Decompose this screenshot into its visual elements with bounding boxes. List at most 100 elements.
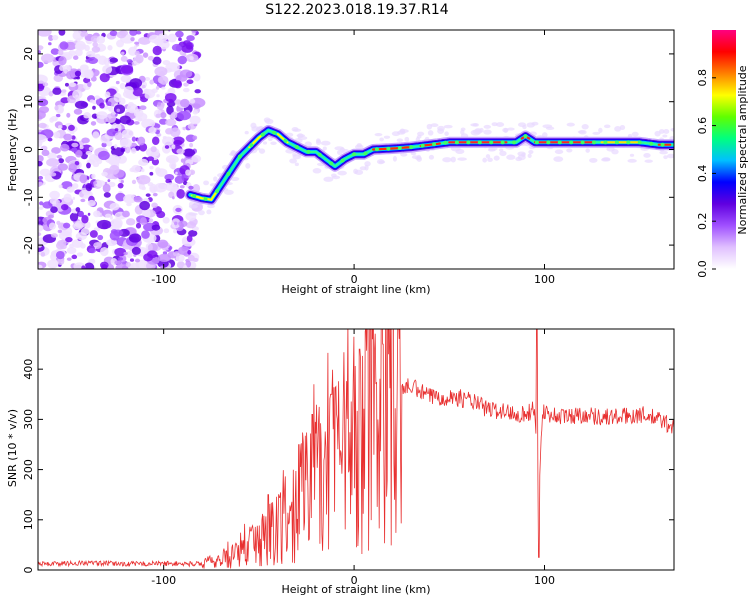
- ridge-dot: [272, 130, 277, 135]
- noise-blob: [138, 183, 146, 190]
- noise-blob: [93, 210, 101, 218]
- halo-blob: [602, 157, 611, 161]
- noise-blob: [61, 125, 67, 131]
- noise-blob: [123, 86, 134, 95]
- noise-blob: [188, 229, 198, 237]
- noise-blob: [118, 97, 126, 106]
- spectrogram-y-axis-label: Frequency (Hz): [6, 109, 19, 192]
- noise-blob: [59, 41, 69, 50]
- halo-blob: [428, 154, 435, 160]
- halo-blob: [267, 136, 273, 142]
- noise-blob: [148, 218, 154, 223]
- noise-blob: [169, 161, 177, 169]
- halo-blob: [442, 157, 452, 163]
- ridge-dot: [603, 140, 608, 145]
- noise-blob: [107, 179, 111, 183]
- noise-blob: [164, 182, 178, 192]
- noise-blob: [38, 83, 45, 92]
- noise-blob: [93, 227, 101, 232]
- noise-blob: [186, 235, 193, 243]
- noise-blob: [141, 230, 150, 239]
- halo-blob: [188, 212, 198, 216]
- noise-blob: [105, 113, 117, 123]
- spectrogram-y-tick-label: 0: [22, 146, 35, 153]
- halo-blob: [662, 134, 668, 138]
- snr-x-tick-label: -100: [151, 574, 176, 587]
- halo-blob: [376, 159, 385, 165]
- halo-blob: [522, 124, 527, 130]
- noise-blob: [177, 110, 191, 121]
- noise-blob: [172, 196, 175, 200]
- ridge-dot: [637, 140, 642, 145]
- noise-blob: [125, 218, 136, 226]
- noise-blob: [85, 150, 93, 156]
- halo-blob: [450, 156, 456, 163]
- noise-blob: [38, 232, 42, 237]
- noise-blob: [38, 155, 44, 163]
- ridge-dot: [306, 149, 311, 154]
- noise-blob: [72, 196, 76, 200]
- spectrogram-y-tick-label: 20: [22, 47, 35, 61]
- noise-blob: [75, 207, 81, 212]
- noise-blob: [110, 218, 123, 228]
- ridge-dot: [660, 142, 665, 147]
- noise-blob: [81, 88, 85, 92]
- noise-blob: [170, 111, 178, 119]
- noise-blob: [152, 45, 162, 56]
- halo-blob: [526, 122, 535, 128]
- noise-blob: [182, 180, 188, 186]
- snr-x-tick-label: 0: [351, 574, 358, 587]
- noise-blob: [129, 30, 138, 36]
- noise-blob: [115, 119, 122, 125]
- noise-blob: [148, 126, 157, 134]
- noise-blob: [126, 59, 133, 64]
- noise-blob: [48, 34, 54, 41]
- noise-blob: [88, 146, 95, 152]
- noise-blob: [38, 264, 43, 269]
- noise-blob: [83, 113, 90, 119]
- ridge-dot: [340, 158, 345, 163]
- halo-blob: [658, 129, 665, 134]
- ridge-dot: [192, 194, 197, 199]
- noise-blob: [125, 261, 131, 268]
- ridge-dot: [329, 161, 334, 166]
- noise-blob: [123, 251, 128, 256]
- noise-blob: [151, 136, 160, 146]
- noise-blob: [92, 41, 98, 48]
- halo-blob: [270, 141, 277, 145]
- noise-blob: [134, 258, 141, 263]
- noise-blob: [55, 113, 61, 118]
- noise-blob: [173, 229, 178, 234]
- halo-blob: [517, 151, 526, 156]
- halo-blob: [542, 124, 553, 129]
- noise-blob: [154, 66, 168, 77]
- noise-blob: [74, 161, 80, 166]
- noise-blob: [181, 44, 194, 53]
- halo-blob: [443, 124, 453, 129]
- noise-blob: [174, 221, 178, 226]
- halo-blob: [263, 117, 271, 123]
- noise-blob: [167, 33, 177, 43]
- noise-blob: [58, 158, 65, 164]
- ridge-dot: [534, 140, 539, 145]
- noise-blob: [105, 213, 112, 218]
- noise-blob: [109, 164, 120, 175]
- noise-blob: [38, 50, 41, 54]
- ridge-dot: [649, 141, 654, 146]
- halo-blob: [213, 176, 218, 182]
- noise-blob: [56, 220, 61, 225]
- noise-blob: [121, 51, 125, 55]
- colorbar-tick-label: 0.8: [696, 69, 709, 87]
- noise-blob: [115, 192, 126, 202]
- noise-blob: [71, 254, 78, 260]
- noise-blob: [155, 85, 160, 90]
- noise-blob: [129, 78, 143, 88]
- halo-blob: [506, 154, 516, 160]
- noise-blob: [92, 105, 96, 110]
- noise-blob: [122, 210, 130, 218]
- halo-blob: [517, 154, 526, 161]
- noise-blob: [191, 30, 198, 33]
- noise-blob: [47, 137, 53, 142]
- noise-blob: [46, 158, 60, 167]
